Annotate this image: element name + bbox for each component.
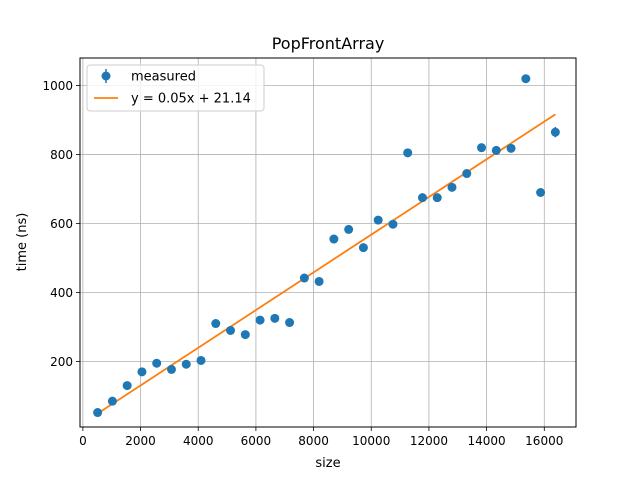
data-point xyxy=(403,148,413,158)
y-tick-label: 1000 xyxy=(42,79,73,93)
x-tick-label: 14000 xyxy=(468,434,506,448)
x-tick-label: 12000 xyxy=(410,434,448,448)
fit-line-layer xyxy=(97,113,556,415)
x-tick-label: 8000 xyxy=(298,434,329,448)
y-tick-label: 600 xyxy=(50,217,73,231)
x-tick-label: 0 xyxy=(79,434,87,448)
grid-lines xyxy=(80,58,576,427)
data-point xyxy=(107,396,117,406)
data-point xyxy=(255,315,265,325)
data-point xyxy=(181,359,191,369)
data-point xyxy=(417,193,427,203)
data-point xyxy=(447,182,457,192)
data-point xyxy=(196,355,206,365)
x-axis-label: size xyxy=(315,456,340,471)
data-point xyxy=(550,127,560,137)
data-point xyxy=(477,143,487,153)
data-point xyxy=(122,381,132,391)
axes-frame xyxy=(79,57,577,428)
data-point xyxy=(285,318,295,328)
x-tick-label: 4000 xyxy=(183,434,214,448)
data-point xyxy=(491,145,501,155)
y-tick-label: 200 xyxy=(50,355,73,369)
data-point xyxy=(240,330,250,340)
data-point xyxy=(329,234,339,244)
data-point xyxy=(536,187,546,197)
legend-label-fit: y = 0.05x + 21.14 xyxy=(131,92,251,107)
axis-ticks: 0 2000 4000 6000 8000 10000 12000 14000 16000 200… xyxy=(42,79,563,448)
y-tick-label: 400 xyxy=(50,286,73,300)
x-tick-label: 16000 xyxy=(525,434,563,448)
data-point xyxy=(270,313,280,323)
y-tick-label: 800 xyxy=(50,148,73,162)
x-tick-label: 10000 xyxy=(352,434,390,448)
data-point xyxy=(373,215,383,225)
y-axis-label: time (ns) xyxy=(15,213,30,272)
data-point xyxy=(299,273,309,283)
data-point xyxy=(506,143,516,153)
data-points-layer xyxy=(93,74,560,418)
data-point xyxy=(432,193,442,203)
fit-line xyxy=(97,113,556,415)
x-tick-label: 6000 xyxy=(241,434,272,448)
data-point xyxy=(211,319,221,329)
data-point xyxy=(358,243,368,253)
chart-title: PopFrontArray xyxy=(272,34,385,53)
data-point xyxy=(137,367,147,377)
x-tick-label: 2000 xyxy=(125,434,156,448)
legend-label-measured: measured xyxy=(131,70,196,85)
legend-point-marker xyxy=(101,71,111,81)
legend-box xyxy=(86,64,265,112)
data-point xyxy=(388,219,398,229)
data-point xyxy=(521,74,531,84)
legend: measured y = 0.05x + 21.14 xyxy=(86,64,265,112)
data-point xyxy=(166,364,176,374)
data-point xyxy=(152,358,162,368)
data-point xyxy=(462,169,472,179)
data-point xyxy=(344,224,354,234)
data-point xyxy=(93,408,103,418)
data-point xyxy=(314,276,324,286)
data-point xyxy=(226,325,236,335)
